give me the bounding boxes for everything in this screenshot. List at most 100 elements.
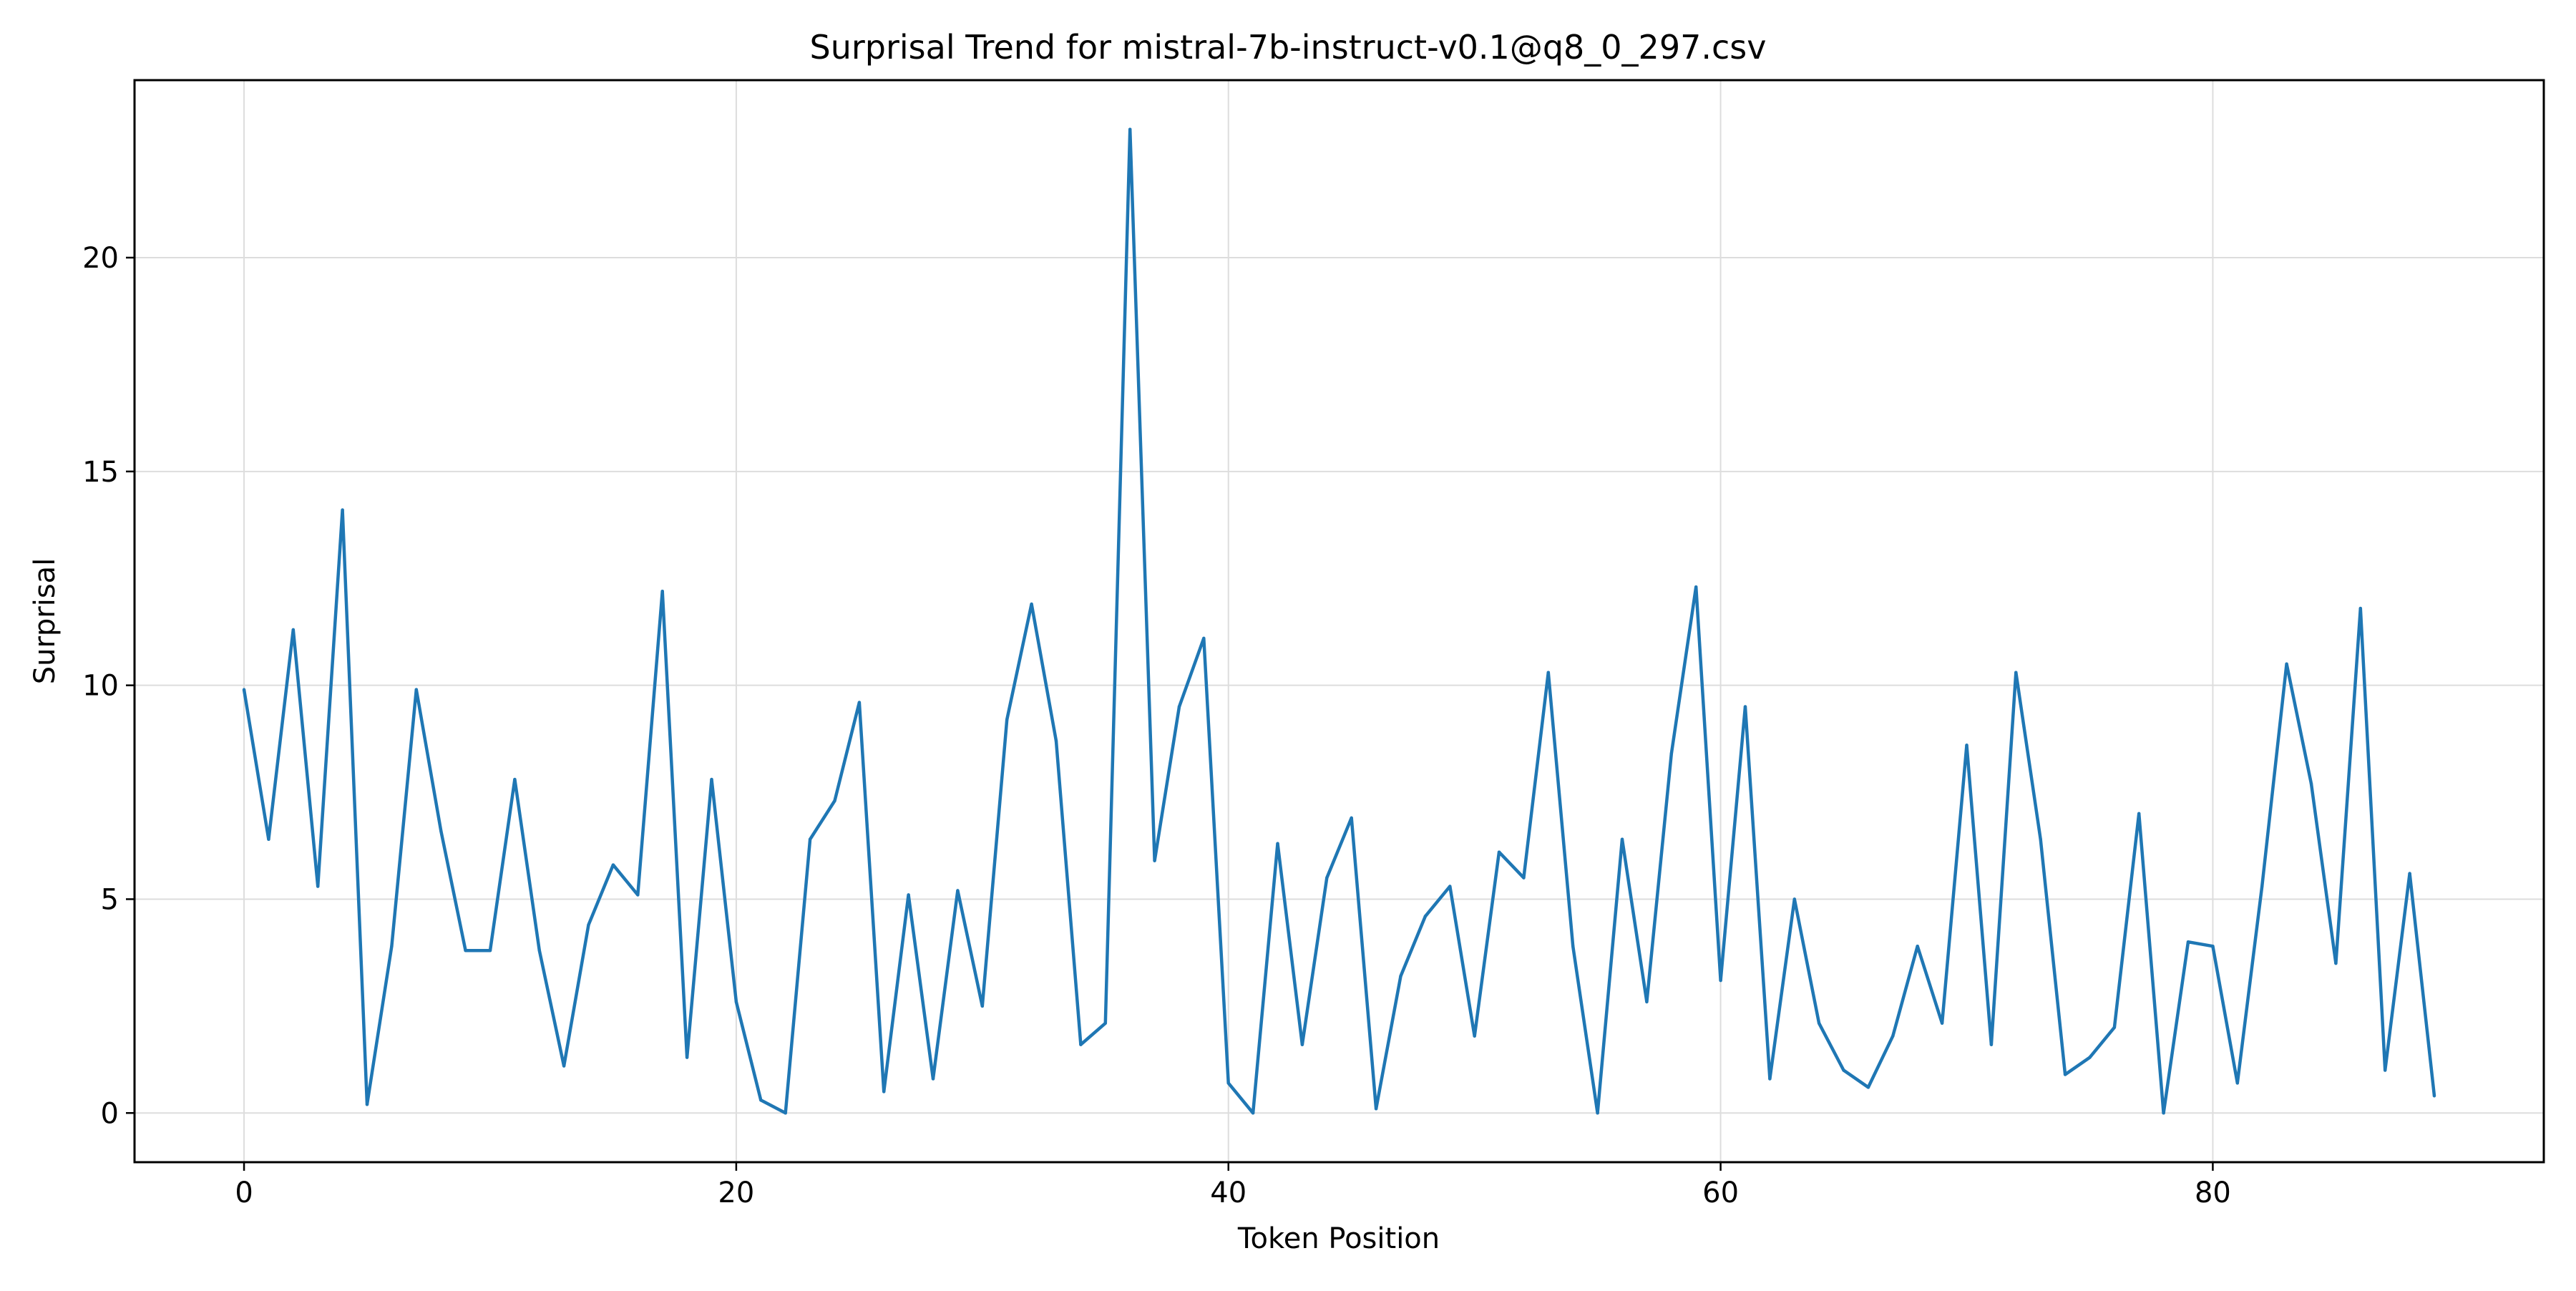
data-point	[464, 948, 467, 953]
data-point	[784, 1111, 787, 1115]
y-tick-label: 10	[82, 670, 119, 703]
data-point	[365, 1103, 369, 1106]
data-point	[931, 1077, 935, 1081]
data-point	[1177, 705, 1181, 708]
data-point	[390, 944, 394, 948]
data-point	[1792, 897, 1796, 901]
data-point	[2088, 1056, 2092, 1059]
data-point	[1079, 1043, 1083, 1046]
x-tick-label: 20	[718, 1176, 754, 1209]
data-point	[537, 948, 541, 953]
x-axis-label: Token Position	[1237, 1222, 1440, 1255]
data-point	[1522, 876, 1526, 880]
data-point	[611, 863, 615, 867]
data-point	[1866, 1086, 1870, 1089]
data-point	[1399, 974, 1402, 978]
data-point	[2137, 812, 2141, 816]
data-point	[1743, 705, 1747, 708]
data-point	[2063, 1073, 2067, 1076]
data-point	[1940, 1021, 1944, 1025]
data-point	[513, 777, 517, 781]
data-point	[2358, 606, 2362, 610]
chart-title: Surprisal Trend for mistral-7b-instruct-…	[810, 28, 1767, 67]
data-point	[1817, 1021, 1821, 1025]
data-point	[1719, 978, 1722, 983]
data-point	[1694, 585, 1698, 589]
data-point	[710, 777, 713, 781]
data-point	[1005, 718, 1009, 721]
data-point	[267, 837, 270, 841]
data-point	[2309, 781, 2313, 786]
data-point	[1965, 744, 1968, 747]
data-point	[2334, 961, 2338, 965]
data-point	[660, 589, 664, 593]
data-point	[1989, 1043, 1994, 1046]
data-point	[242, 688, 246, 691]
data-point	[1546, 671, 1551, 674]
data-point	[808, 837, 812, 841]
data-point	[1645, 1000, 1649, 1004]
y-tick-label: 20	[82, 242, 119, 275]
data-point	[2285, 662, 2288, 666]
data-point	[636, 893, 640, 897]
data-point	[2112, 1026, 2117, 1029]
data-point	[2162, 1111, 2165, 1115]
x-tick-label: 80	[2195, 1176, 2231, 1209]
data-point	[1768, 1077, 1772, 1081]
series-line	[242, 127, 2436, 1115]
data-point	[562, 1064, 566, 1068]
data-point	[759, 1098, 763, 1102]
data-point	[1276, 842, 1279, 845]
data-point	[414, 688, 418, 691]
data-point	[439, 829, 443, 833]
data-point	[2186, 940, 2190, 944]
plot-frame	[133, 79, 2545, 1164]
data-point	[1128, 127, 1132, 131]
data-point	[1669, 752, 1673, 756]
data-point	[1448, 885, 1452, 888]
x-tick-label: 0	[235, 1176, 253, 1209]
data-point	[1325, 876, 1329, 880]
data-point	[1300, 1043, 1304, 1046]
data-point	[882, 1090, 886, 1093]
data-point	[1916, 944, 1919, 948]
data-point	[734, 1000, 738, 1004]
data-point	[1202, 636, 1206, 640]
data-point	[1891, 1034, 1895, 1038]
data-point	[2432, 1094, 2436, 1098]
data-point	[1596, 1111, 1599, 1115]
data-point	[1226, 1081, 1230, 1085]
plot-area	[242, 127, 2436, 1115]
data-point	[907, 893, 910, 897]
y-axis-ticks: 0 5 10 15 20	[82, 242, 135, 1130]
data-point	[980, 1004, 985, 1008]
data-point	[1054, 739, 1058, 743]
data-point	[1473, 1034, 1476, 1038]
data-point	[1571, 944, 1575, 948]
data-point	[2383, 1068, 2387, 1072]
y-axis-label: Surprisal	[29, 558, 62, 685]
data-point	[1350, 816, 1353, 820]
data-point	[956, 889, 960, 892]
y-tick-label: 5	[101, 883, 119, 916]
data-point	[587, 923, 590, 927]
data-point	[2014, 671, 2018, 674]
data-point	[316, 885, 320, 888]
data-point	[1620, 837, 1624, 841]
x-tick-label: 40	[1210, 1176, 1246, 1209]
x-axis-ticks: 0 20 40 60 80	[235, 1162, 2231, 1209]
y-tick-label: 0	[101, 1097, 119, 1130]
data-point	[2211, 944, 2215, 948]
data-point	[685, 1056, 689, 1059]
data-point	[2235, 1081, 2240, 1085]
x-tick-label: 60	[1702, 1176, 1739, 1209]
data-point	[2408, 872, 2411, 875]
data-point	[857, 701, 862, 704]
data-point	[341, 508, 344, 512]
data-point	[488, 948, 492, 953]
data-point	[833, 799, 836, 803]
data-point	[1374, 1107, 1378, 1111]
data-point	[2039, 837, 2042, 841]
